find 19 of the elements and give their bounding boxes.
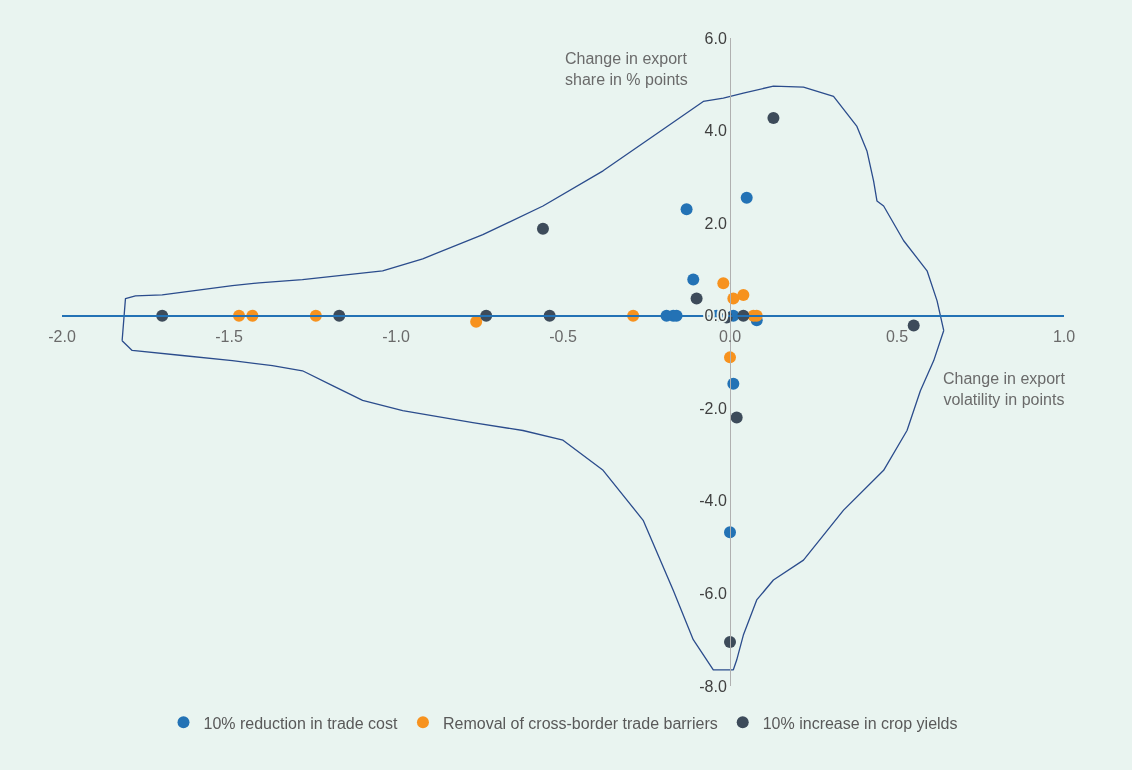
y-tick-label: 6.0 — [704, 29, 727, 47]
x-tick-label: -2.0 — [48, 327, 76, 345]
x-tick-label: -0.5 — [549, 327, 577, 345]
y-tick-label: -6.0 — [699, 585, 727, 603]
y-tick-label: 4.0 — [704, 122, 727, 140]
y-tick-label: -4.0 — [699, 492, 727, 510]
legend-label: 10% increase in crop yields — [762, 714, 958, 732]
y-tick-label: 2.0 — [704, 214, 727, 232]
y-axis-title: Change in export share in % points — [565, 50, 688, 88]
y-tick-label: -8.0 — [699, 677, 727, 695]
legend-label: Removal of cross-border trade barriers — [442, 714, 718, 732]
y-tick-label: -2.0 — [699, 399, 727, 417]
x-tick-label: 1.0 — [1052, 327, 1076, 345]
x-tick-label: -1.5 — [215, 327, 243, 345]
x-tick-label: -1.0 — [382, 327, 410, 345]
x-tick-label: 0.5 — [885, 327, 909, 345]
x-tick-label: 0.0 — [718, 327, 742, 345]
legend-label: 10% reduction in trade cost — [203, 714, 398, 732]
x-axis-title: Change in export volatility in points — [943, 370, 1066, 408]
